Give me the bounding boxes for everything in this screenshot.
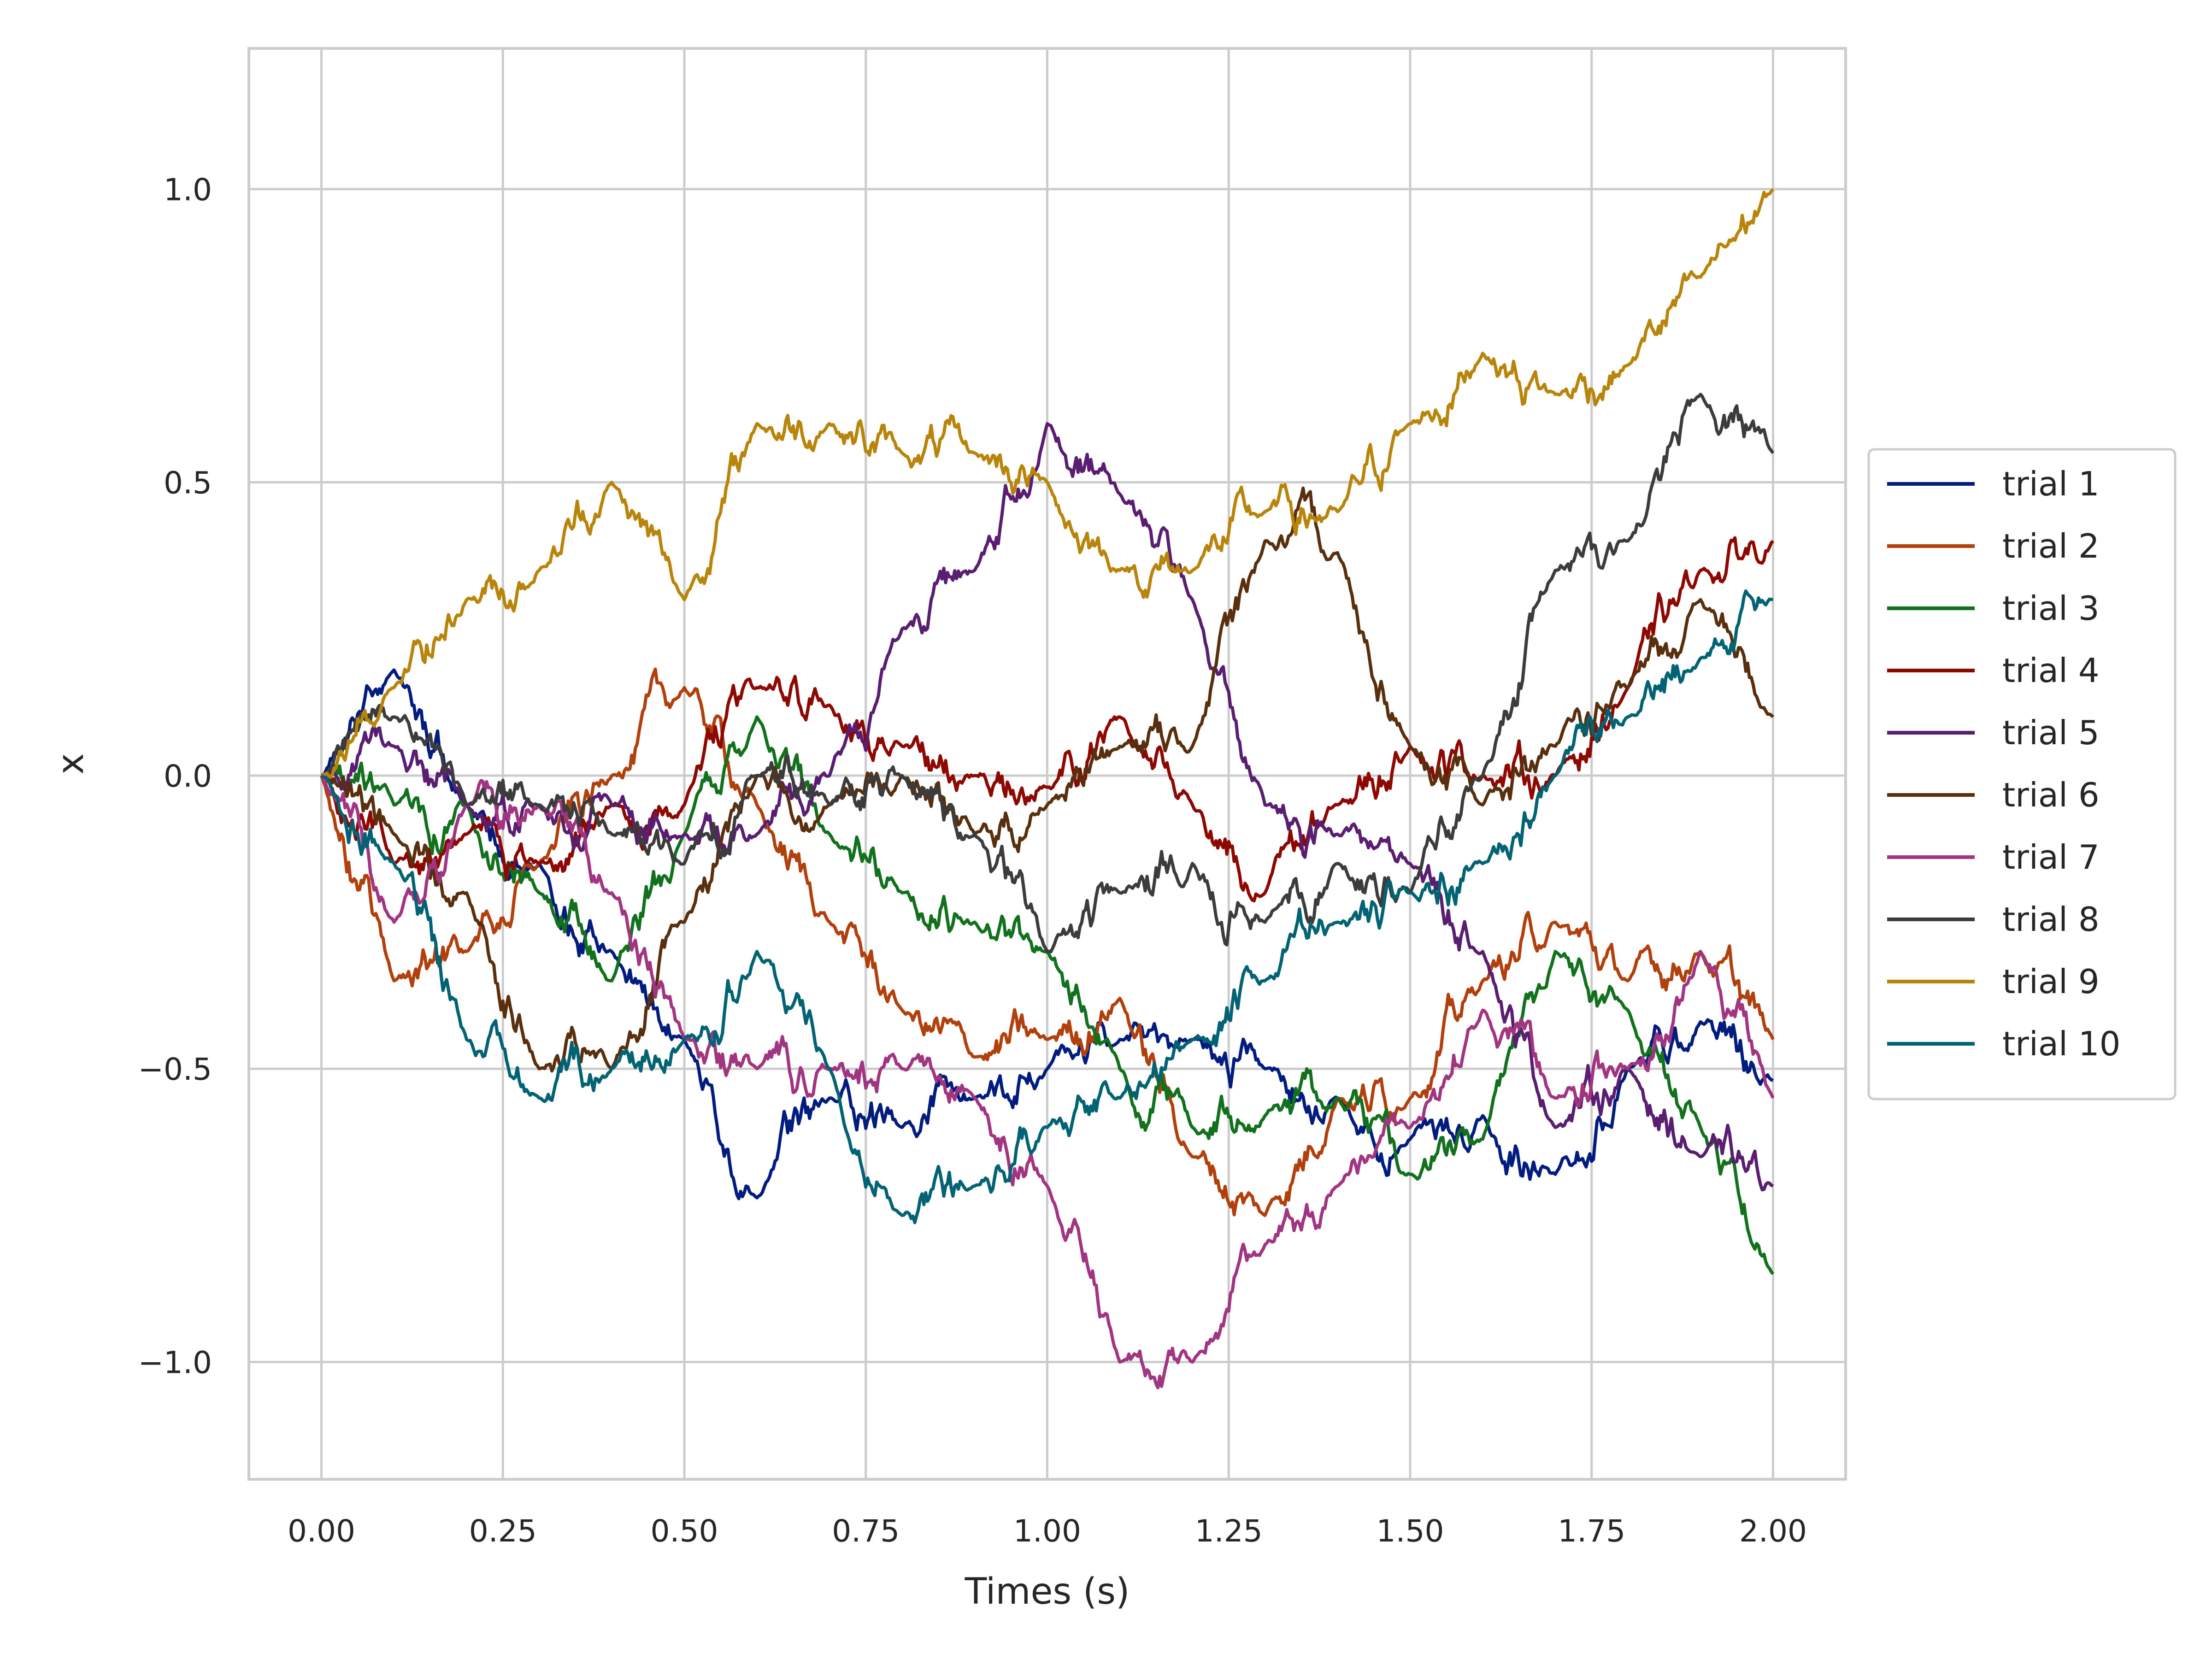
y-tick-label: 0.0 — [164, 759, 212, 794]
x-tick-label: 1.00 — [1013, 1513, 1081, 1549]
x-tick-label: 1.25 — [1195, 1513, 1263, 1549]
x-tick-label: 0.00 — [288, 1513, 355, 1549]
legend-label: trial 7 — [2002, 838, 2100, 877]
series-line-trial-8 — [320, 393, 1775, 953]
series-line-trial-9 — [320, 188, 1775, 779]
series-line-trial-1 — [321, 668, 1774, 1200]
y-tick-label: 1.0 — [164, 172, 212, 207]
x-tick-label: 2.00 — [1739, 1513, 1807, 1549]
y-axis-label: x — [50, 753, 92, 774]
series-line-trial-4 — [320, 536, 1775, 903]
x-tick-labels: 0.00 0.25 0.50 0.75 1.00 1.25 1.50 1.75 2.00 — [288, 1513, 1807, 1549]
y-tick-label: 0.5 — [164, 465, 212, 501]
legend-label: trial 10 — [2002, 1024, 2120, 1063]
legend-label: trial 5 — [2002, 713, 2100, 752]
series-line-trial-10 — [320, 589, 1773, 1224]
legend-label: trial 9 — [2002, 962, 2100, 1001]
legend-label: trial 1 — [2002, 465, 2100, 503]
x-tick-label: 1.50 — [1377, 1513, 1444, 1549]
x-tick-label: 0.50 — [651, 1513, 718, 1549]
plot-frame — [247, 47, 1847, 1481]
legend-label: trial 3 — [2002, 589, 2100, 628]
x-tick-label: 1.75 — [1558, 1513, 1625, 1549]
legend-label: trial 6 — [2002, 776, 2100, 814]
legend-label: trial 2 — [2002, 527, 2100, 565]
legend-box — [1867, 448, 2177, 1100]
y-tick-labels: −1.0 −0.5 0.0 0.5 1.0 — [138, 172, 212, 1380]
x-tick-label: 0.75 — [832, 1513, 900, 1549]
legend-label: trial 4 — [2002, 651, 2100, 690]
series-layer — [320, 188, 1775, 1389]
y-tick-label: −1.0 — [138, 1345, 212, 1380]
x-axis-label: Times (s) — [965, 1571, 1130, 1612]
legend: trial 1 trial 2 trial 3 trial 4 trial 5 trial… — [1867, 448, 2177, 1100]
x-tick-label: 0.25 — [469, 1513, 537, 1549]
grid-lines — [249, 48, 1846, 1479]
legend-label: trial 8 — [2002, 900, 2100, 939]
series-line-trial-5 — [321, 422, 1774, 1192]
y-tick-label: −0.5 — [138, 1052, 212, 1087]
